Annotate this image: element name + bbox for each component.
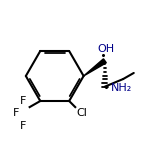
Text: F: F [20, 121, 27, 131]
Polygon shape [84, 59, 106, 76]
Text: Cl: Cl [77, 108, 88, 118]
Text: NH₂: NH₂ [111, 83, 132, 93]
Text: F: F [20, 96, 27, 106]
Text: OH: OH [98, 44, 115, 54]
Text: F: F [13, 108, 19, 118]
